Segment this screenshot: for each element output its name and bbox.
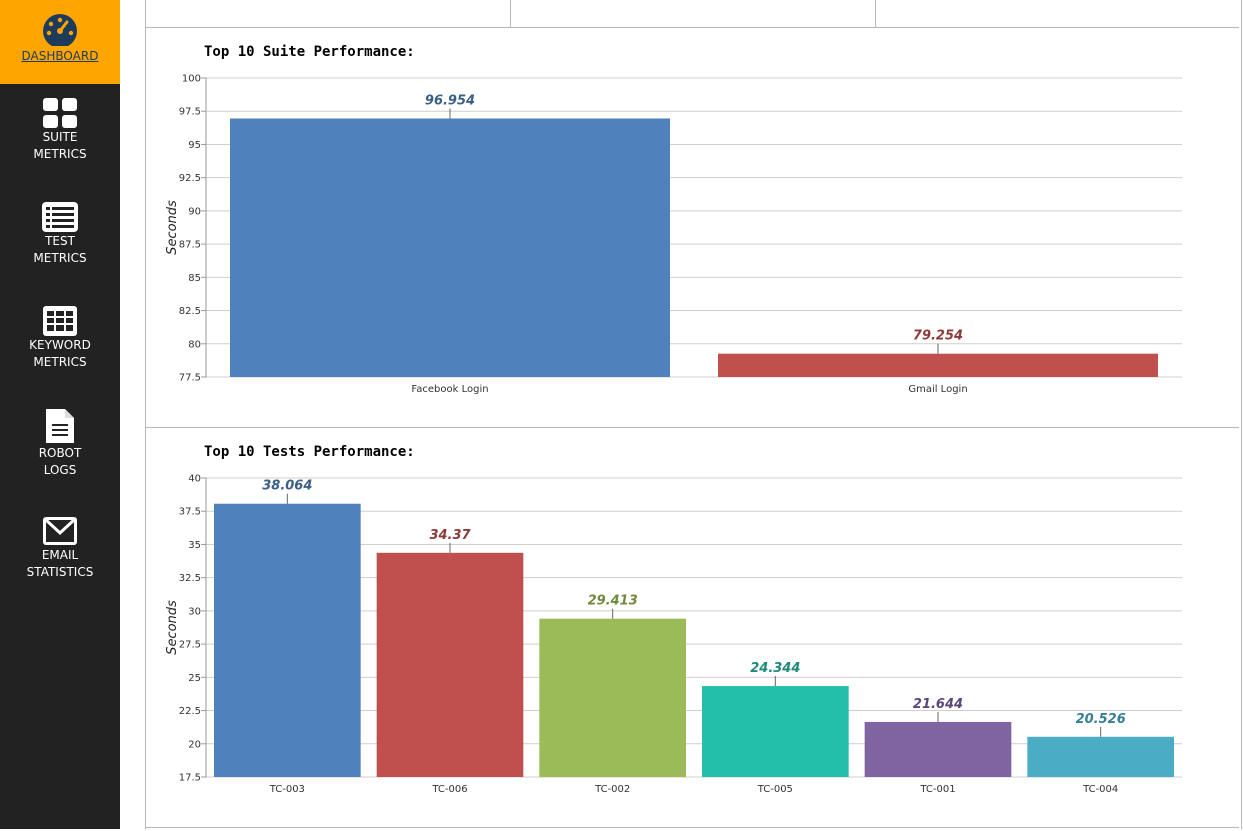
nav-dashboard[interactable]: DASHBOARD [0, 0, 120, 84]
tests-chart-title: Top 10 Tests Performance: [204, 444, 415, 460]
bar[interactable] [864, 721, 1012, 777]
y-tick-label: 25 [188, 673, 201, 684]
bar[interactable] [702, 686, 849, 777]
x-tick-label: TC-002 [594, 784, 630, 795]
nav-keyword-metrics-label: KEYWORD METRICS [29, 338, 91, 369]
y-axis-label: Seconds [165, 200, 180, 255]
nav-suite-metrics-label: SUITE METRICS [33, 130, 87, 161]
y-tick-label: 27.5 [179, 640, 201, 651]
y-tick-label: 95 [188, 140, 201, 151]
nav-keyword-metrics[interactable]: KEYWORD METRICS [0, 305, 120, 371]
nav-suite-metrics[interactable]: SUITE METRICS [0, 97, 120, 163]
main-content: Top 10 Suite Performance: 100 97.5 95 92.5 9… [145, 0, 1243, 829]
bar[interactable] [718, 353, 1158, 377]
x-tick-label: TC-005 [757, 784, 793, 795]
x-tick-label: TC-001 [919, 784, 955, 795]
bar[interactable] [230, 118, 670, 377]
y-tick-label: 90 [188, 206, 201, 217]
y-tick-label: 100 [182, 74, 201, 85]
content-right-border [1241, 0, 1242, 829]
document-icon [46, 409, 74, 443]
y-tick-label: 97.5 [179, 107, 201, 118]
x-tick-label: TC-004 [1082, 784, 1118, 795]
y-tick-label: 87.5 [179, 240, 201, 251]
strip-divider [875, 0, 876, 27]
bar[interactable] [214, 503, 361, 777]
nav-test-metrics-label: TEST METRICS [33, 234, 87, 265]
y-tick-label: 17.5 [179, 773, 201, 784]
y-tick-label: 22.5 [179, 706, 201, 717]
y-tick-label: 92.5 [179, 173, 201, 184]
x-tick-label: TC-003 [269, 784, 305, 795]
strip-divider [510, 0, 511, 27]
y-tick-label: 85 [188, 273, 201, 284]
x-tick-label: Facebook Login [411, 384, 488, 395]
y-tick-label: 77.5 [179, 373, 201, 384]
suite-performance-chart: 100 97.5 95 92.5 90 87.5 85 82.5 80 77.5 Seconds 96… [165, 74, 1182, 395]
data-label: 79.254 [913, 329, 963, 344]
y-tick-label: 40 [188, 474, 201, 485]
nav-test-metrics[interactable]: TEST METRICS [0, 201, 120, 267]
y-tick-label: 30 [188, 606, 201, 617]
data-label: 21.644 [913, 697, 963, 712]
top-summary-strip [146, 0, 1239, 28]
envelope-icon [43, 517, 77, 545]
nav-robot-logs-label: ROBOT LOGS [38, 446, 82, 477]
data-label: 24.344 [750, 661, 800, 676]
list-icon [42, 202, 78, 232]
sidebar: DASHBOARD SUITE METRICS TEST METRICS [0, 0, 120, 829]
bar[interactable] [539, 618, 686, 777]
x-tick-label: Gmail Login [908, 384, 967, 395]
y-tick-label: 37.5 [179, 507, 201, 518]
x-tick-label: TC-006 [431, 784, 467, 795]
bar[interactable] [376, 552, 524, 777]
grid-icon [43, 98, 77, 128]
data-label: 34.37 [429, 528, 471, 543]
y-axis-label: Seconds [165, 600, 180, 655]
nav-email-statistics-label: EMAIL STATISTICS [26, 548, 94, 579]
y-tick-label: 32.5 [179, 573, 201, 584]
y-tick-label: 35 [188, 540, 201, 551]
nav-email-statistics[interactable]: EMAIL STATISTICS [0, 515, 120, 581]
suite-performance-panel: Top 10 Suite Performance: 100 97.5 95 92.5 9… [146, 28, 1239, 428]
tests-performance-panel: Top 10 Tests Performance: 40 37.5 35 32.5 30… [146, 428, 1239, 828]
nav-robot-logs[interactable]: ROBOT LOGS [0, 407, 120, 479]
data-label: 38.064 [262, 479, 312, 494]
data-label: 29.413 [588, 594, 638, 609]
suite-chart-title: Top 10 Suite Performance: [204, 44, 415, 60]
nav-dashboard-label: DASHBOARD [21, 49, 99, 63]
tests-performance-chart: 40 37.5 35 32.5 30 27.5 25 22.5 20 17.5 Seconds 38.… [165, 474, 1182, 795]
y-tick-label: 20 [188, 739, 201, 750]
y-tick-label: 80 [188, 339, 201, 350]
data-label: 20.526 [1076, 712, 1126, 727]
bar[interactable] [1027, 736, 1174, 777]
y-tick-label: 82.5 [179, 306, 201, 317]
table-icon [43, 306, 77, 336]
gauge-icon [43, 14, 77, 46]
data-label: 96.954 [425, 93, 475, 108]
